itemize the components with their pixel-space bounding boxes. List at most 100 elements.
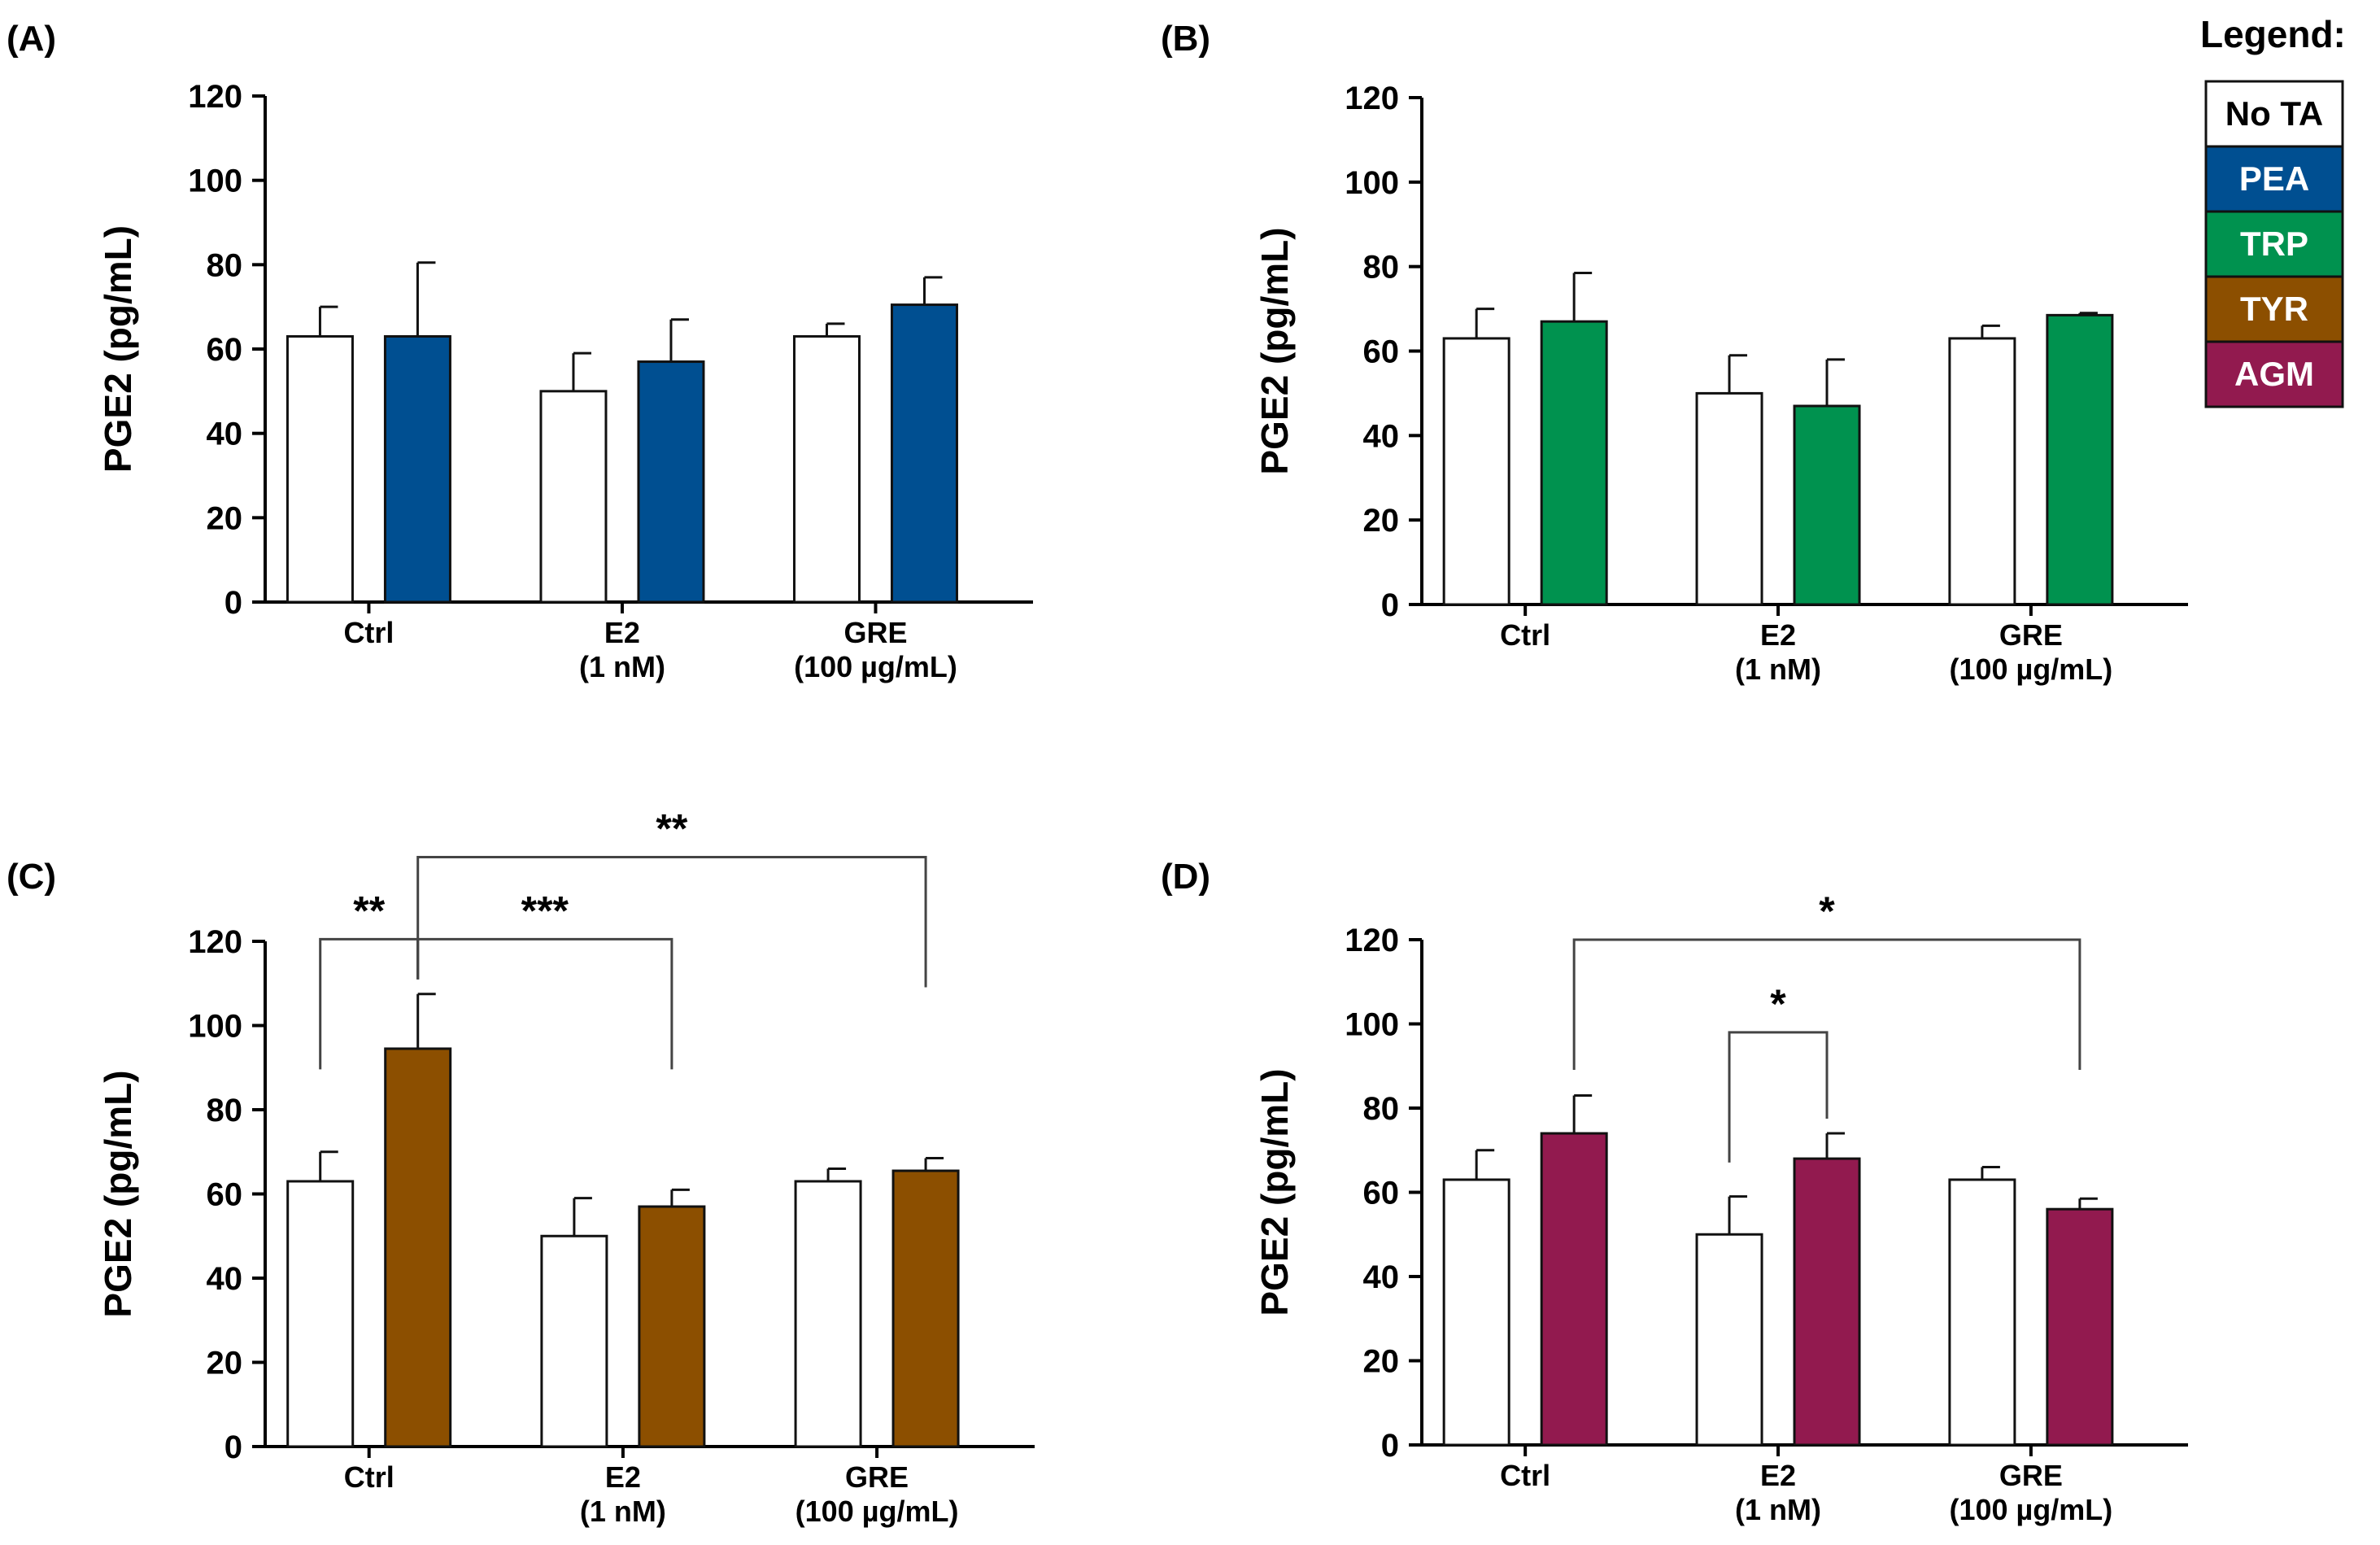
bar-trp	[1793, 404, 1861, 606]
x-tick-label: Ctrl	[343, 616, 394, 649]
panel-a: (A) PGE2 (pg/mL) 0 20 40 60 80 100 120 Ctrl E2(1 n…	[7, 19, 1033, 683]
x-tick-label: (1 nM)	[579, 650, 665, 683]
bar-tyr	[891, 1169, 960, 1448]
panel-label: (B)	[1161, 19, 1210, 59]
legend-swatch-pea	[2204, 145, 2344, 213]
y-tick-label: 80	[1363, 1091, 1400, 1127]
x-tick-label: (1 nM)	[1735, 652, 1821, 686]
bar-pea	[637, 360, 705, 604]
bar-trp	[2046, 313, 2114, 606]
x-tick-label: Ctrl	[344, 1460, 394, 1494]
panel-b: (B) PGE2 (pg/mL) 0 20 40 60 80 100 120 Ctrl E2(1 n…	[1161, 19, 2188, 686]
significance-bracket	[416, 856, 927, 988]
x-tick-label: Ctrl	[1500, 1459, 1550, 1492]
y-axis-label: PGE2 (pg/mL)	[97, 225, 139, 473]
bar-no-ta	[1442, 1178, 1510, 1447]
y-tick-label: 100	[188, 1009, 242, 1045]
significance-label: **	[353, 888, 385, 933]
significance-label: **	[656, 806, 687, 852]
y-tick-label: 80	[207, 1093, 243, 1128]
y-tick-label: 0	[1381, 587, 1399, 623]
bar-no-ta	[286, 1180, 355, 1448]
x-tick-label: E2	[1760, 618, 1796, 652]
legend-label: TRP	[2240, 225, 2308, 263]
bar-no-ta	[1695, 391, 1763, 606]
x-tick-label: (1 nM)	[580, 1495, 666, 1528]
bar-no-ta	[792, 334, 861, 604]
y-tick-label: 0	[224, 585, 242, 621]
y-tick-label: 0	[224, 1429, 242, 1465]
x-tick-label: (100 µg/mL)	[1949, 1493, 2112, 1526]
significance-label: *	[1819, 888, 1835, 934]
legend-label: TYR	[2240, 290, 2308, 328]
y-tick-label: 120	[188, 924, 242, 960]
y-tick-label: 80	[1363, 250, 1400, 286]
x-tick-label: GRE	[845, 1460, 909, 1494]
y-tick-label: 80	[207, 247, 243, 283]
x-tick-label: (100 µg/mL)	[794, 650, 957, 683]
y-tick-label: 60	[1363, 334, 1400, 370]
bar-agm	[1793, 1157, 1861, 1447]
legend-label: No TA	[2225, 94, 2324, 133]
x-tick-label: (1 nM)	[1735, 1493, 1821, 1526]
y-tick-label: 100	[1345, 1007, 1399, 1043]
bar-no-ta	[794, 1180, 862, 1448]
x-tick-label: E2	[1760, 1459, 1796, 1492]
x-tick-label: (100 µg/mL)	[796, 1495, 959, 1528]
legend-swatch-no-ta	[2204, 80, 2344, 148]
legend-swatch-agm	[2204, 340, 2344, 408]
y-tick-label: 120	[188, 79, 242, 115]
bar-pea	[383, 334, 451, 604]
x-tick-label: E2	[604, 616, 640, 649]
panel-label: (C)	[7, 857, 56, 897]
panel-label: (A)	[7, 19, 56, 59]
significance-bracket	[1572, 938, 2081, 1070]
x-tick-label: GRE	[1999, 618, 2063, 652]
x-tick-label: GRE	[1999, 1459, 2063, 1492]
x-tick-label: Ctrl	[1500, 618, 1550, 652]
y-tick-label: 20	[207, 1346, 243, 1381]
y-tick-label: 120	[1345, 81, 1399, 116]
significance-bracket	[1728, 1031, 1829, 1163]
bar-agm	[2046, 1207, 2114, 1447]
y-tick-label: 0	[1381, 1428, 1399, 1464]
bar-no-ta	[1695, 1233, 1763, 1447]
panel-c: (C) PGE2 (pg/mL) 0 20 40 60 80 100 120 Ctrl E2(1 n…	[7, 806, 1035, 1528]
bar-trp	[1540, 320, 1608, 606]
legend: Legend: No TA PEA TRP TYR AGM	[2200, 13, 2346, 408]
bar-tyr	[384, 1047, 452, 1448]
y-tick-label: 40	[1363, 1259, 1400, 1295]
y-tick-label: 40	[1363, 418, 1400, 454]
y-tick-label: 40	[207, 417, 243, 452]
significance-bracket	[416, 937, 673, 1070]
bar-no-ta	[1948, 1178, 2016, 1447]
y-tick-label: 120	[1345, 923, 1399, 958]
bar-no-ta	[1948, 337, 2016, 606]
y-tick-label: 20	[1363, 503, 1400, 539]
legend-title: Legend:	[2200, 13, 2346, 55]
bar-pea	[890, 303, 958, 604]
x-tick-label: GRE	[843, 616, 907, 649]
y-tick-label: 20	[1363, 1344, 1400, 1380]
x-tick-label: E2	[605, 1460, 641, 1494]
legend-swatch-tyr	[2204, 275, 2344, 343]
bar-tyr	[638, 1205, 706, 1448]
y-tick-label: 40	[207, 1261, 243, 1297]
y-axis-label: PGE2 (pg/mL)	[1253, 227, 1296, 474]
panel-label: (D)	[1161, 857, 1210, 897]
x-tick-label: (100 µg/mL)	[1949, 652, 2112, 686]
legend-label: AGM	[2234, 355, 2314, 393]
y-axis-label: PGE2 (pg/mL)	[97, 1070, 139, 1317]
panel-d: (D) PGE2 (pg/mL) 0 20 40 60 80 100 120 Ctrl E2(1 n…	[1161, 857, 2188, 1526]
bar-no-ta	[1442, 337, 1510, 606]
bar-agm	[1540, 1132, 1608, 1447]
y-tick-label: 60	[207, 1177, 243, 1213]
y-axis-label: PGE2 (pg/mL)	[1253, 1068, 1296, 1316]
bar-no-ta	[539, 390, 608, 604]
significance-label: ***	[521, 888, 569, 933]
y-tick-label: 100	[1345, 165, 1399, 201]
legend-label: PEA	[2239, 159, 2309, 198]
bar-no-ta	[540, 1234, 608, 1448]
bar-no-ta	[286, 334, 354, 604]
